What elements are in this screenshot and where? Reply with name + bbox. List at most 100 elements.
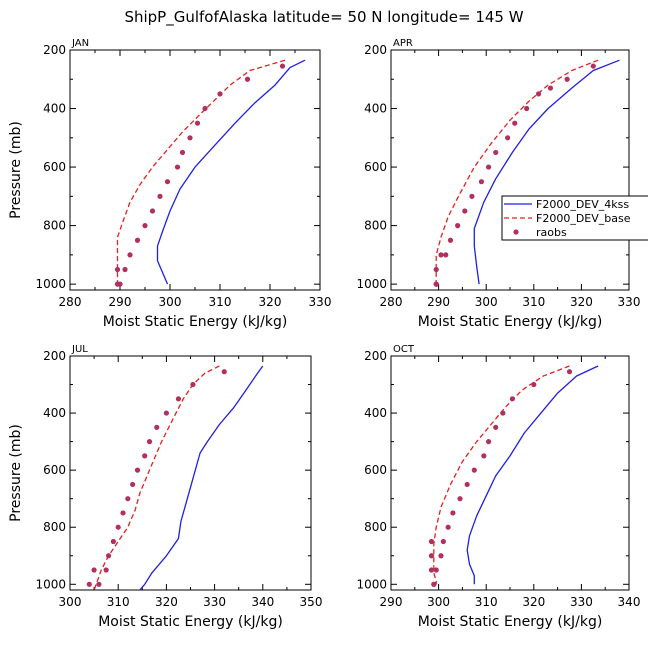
raobs-point: [187, 135, 193, 141]
legend-label: F2000_DEV_4kss: [536, 198, 629, 211]
raobs-point: [469, 193, 475, 199]
x-tick-label: 290: [427, 295, 450, 309]
x-tick-label: 290: [380, 595, 403, 609]
raobs-point: [535, 91, 542, 97]
x-axis-label: Moist Static Energy (kJ/kg): [98, 614, 283, 630]
y-tick-label: 600: [364, 160, 387, 174]
raobs-point: [443, 252, 449, 258]
x-tick-label: 310: [107, 595, 130, 609]
raobs-point: [471, 467, 477, 473]
x-tick-label: 340: [251, 595, 274, 609]
y-tick-label: 200: [364, 349, 387, 363]
x-tick-label: 280: [380, 295, 403, 309]
raobs-point: [493, 149, 499, 156]
panel-frame: [390, 355, 630, 591]
raobs-point: [134, 237, 141, 243]
raobs-point: [179, 149, 186, 156]
raobs-point: [485, 164, 492, 170]
raobs-point: [105, 553, 112, 559]
y-tick-label: 600: [43, 463, 66, 477]
raobs-point: [120, 510, 126, 516]
raobs-point: [440, 538, 446, 545]
panel-frame: [69, 49, 321, 291]
y-tick-label: 400: [43, 406, 66, 420]
raobs-point: [190, 381, 196, 388]
raobs-point: [509, 396, 515, 402]
raobs-point: [433, 567, 439, 573]
legend-label: raobs: [536, 226, 567, 239]
raobs-point: [174, 164, 181, 170]
panel-apr: APR 280 290 300 310 320 330 200 400 600 800 1000 Moi…: [356, 38, 640, 330]
raobs-point: [125, 496, 131, 502]
raobs-point: [86, 581, 92, 587]
raobs-point: [531, 381, 537, 388]
y-tick-label: 200: [43, 349, 66, 363]
y-tick-label: 400: [364, 102, 387, 116]
x-tick-label: 330: [203, 595, 226, 609]
x-tick-label: 320: [155, 595, 178, 609]
y-tick-label: 200: [43, 43, 66, 57]
raobs-point: [505, 135, 511, 141]
raobs-point: [157, 193, 163, 199]
raobs-point: [114, 266, 121, 273]
raobs-point: [566, 369, 573, 375]
plot-area: [433, 59, 620, 287]
legend-swatch-dot: [513, 229, 519, 235]
raobs-point: [438, 252, 444, 258]
panel-jan: JAN 280 290 300 310 320 330 200 400 600 800 1000 Moi…: [8, 38, 331, 330]
raobs-point: [464, 481, 470, 488]
raobs-point: [103, 567, 109, 573]
raobs-point: [478, 179, 485, 185]
raobs-point: [146, 439, 153, 445]
x-tick-label: 300: [159, 295, 182, 309]
raobs-point: [485, 439, 492, 445]
raobs-point: [202, 105, 208, 112]
y-tick-label: 1000: [35, 577, 66, 591]
x-tick-label: 330: [309, 295, 332, 309]
raobs-point: [547, 85, 554, 91]
plot-area: [114, 59, 306, 287]
series-line-f2000-dev-base: [116, 59, 286, 285]
x-tick-label: 320: [570, 295, 593, 309]
raobs-point: [127, 252, 133, 258]
raobs-point: [450, 510, 456, 516]
raobs-point: [164, 179, 171, 185]
legend-box: [501, 195, 648, 241]
raobs-point: [433, 281, 439, 287]
raobs-point: [122, 266, 128, 273]
raobs-point: [154, 424, 160, 430]
series-line-f2000-dev-4kss: [466, 365, 599, 585]
series-line-f2000-dev-4kss: [473, 59, 620, 285]
x-tick-label: 350: [300, 595, 323, 609]
raobs-point: [149, 208, 156, 214]
raobs-point: [433, 266, 439, 273]
series-line-f2000-dev-base: [93, 365, 220, 590]
raobs-point: [462, 208, 468, 214]
raobs-point: [524, 105, 530, 112]
x-tick-label: 330: [570, 595, 593, 609]
y-tick-label: 400: [364, 406, 387, 420]
raobs-point: [110, 538, 116, 545]
x-tick-label: 340: [618, 595, 641, 609]
x-tick-label: 310: [522, 295, 545, 309]
x-tick-label: 310: [209, 295, 232, 309]
panels: JAN 280 290 300 310 320 330 200 400 600 800 1000 Moi…: [8, 38, 640, 630]
raobs-point: [438, 553, 444, 559]
plot-area: [428, 365, 599, 587]
raobs-point: [134, 467, 141, 473]
raobs-point: [130, 481, 136, 488]
x-axis-label: Moist Static Energy (kJ/kg): [103, 314, 288, 330]
x-tick-label: 290: [109, 295, 132, 309]
series-line-f2000-dev-base: [433, 365, 570, 585]
y-tick-label: 800: [43, 520, 66, 534]
y-tick-label: 600: [43, 160, 66, 174]
raobs-point: [114, 281, 121, 287]
raobs-point: [428, 538, 435, 545]
raobs-point: [500, 410, 506, 416]
x-tick-label: 280: [59, 295, 82, 309]
panel-frame: [390, 49, 630, 291]
panel-label-jul: JUL: [71, 344, 88, 355]
raobs-point: [142, 223, 148, 229]
y-tick-label: 600: [364, 463, 387, 477]
legend-label: F2000_DEV_base: [536, 212, 631, 225]
